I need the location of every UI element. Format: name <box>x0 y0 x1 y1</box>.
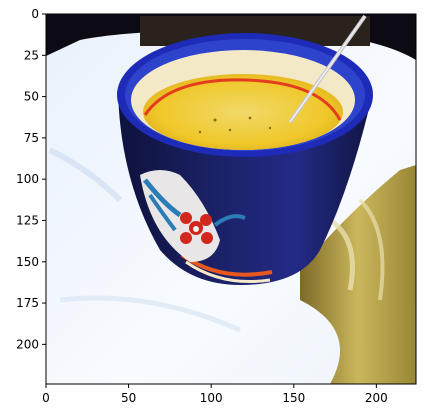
y-tick-label: 25 <box>24 48 39 62</box>
spoon <box>288 14 367 124</box>
soup <box>143 74 343 150</box>
y-tick-label: 0 <box>31 7 39 21</box>
cup-inner-red-line <box>143 78 342 121</box>
y-tick-label: 125 <box>16 213 39 227</box>
y-tick-label: 75 <box>24 131 39 145</box>
flower-icon <box>180 212 213 244</box>
y-tick-label: 200 <box>16 337 39 351</box>
x-tick-label: 150 <box>282 391 305 405</box>
x-axis: 0 50 100 150 200 <box>42 384 388 405</box>
y-tick-label: 175 <box>16 296 39 310</box>
x-tick-label: 100 <box>200 391 223 405</box>
cup-decoration-panel <box>140 170 220 262</box>
x-tick-label: 200 <box>365 391 388 405</box>
x-tick-label: 50 <box>121 391 136 405</box>
y-tick-label: 150 <box>16 255 39 269</box>
cloth-shadow <box>300 165 416 384</box>
y-tick-label: 100 <box>16 172 39 186</box>
photo <box>46 14 416 384</box>
axes-frame <box>45 13 417 385</box>
y-axis: 0 25 50 75 100 125 150 175 200 <box>16 7 46 351</box>
y-tick-label: 50 <box>24 90 39 104</box>
x-tick-label: 0 <box>42 391 50 405</box>
